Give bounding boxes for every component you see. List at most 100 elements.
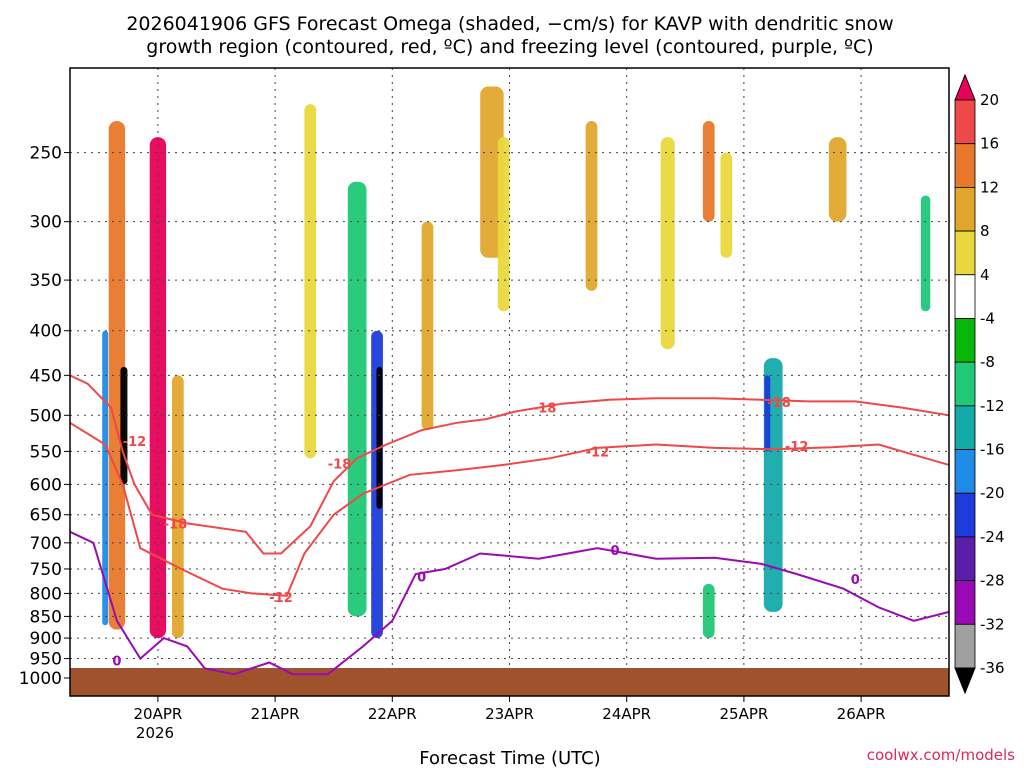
contour-line	[69, 530, 950, 676]
y-tick-label: 250	[30, 144, 62, 164]
colorbar-label: -16	[980, 441, 1005, 459]
colorbar-label: -24	[980, 528, 1005, 546]
y-tick-label: 650	[30, 506, 62, 526]
colorbar-label: -36	[980, 659, 1005, 677]
colorbar-label: 4	[980, 266, 990, 284]
contour-label: -12	[123, 435, 147, 450]
colorbar-top-arrow	[954, 73, 976, 101]
y-tick-label: 750	[30, 560, 62, 580]
y-tick-label: 700	[30, 534, 62, 554]
omega-cell	[828, 137, 847, 222]
omega-cell	[149, 137, 167, 639]
omega-cell	[702, 120, 715, 222]
colorbar-swatch	[954, 361, 976, 407]
colorbar-swatch	[954, 580, 976, 625]
contour-label: -18	[164, 517, 188, 532]
colorbar-swatch	[954, 274, 976, 319]
x-tick-label: 20APR	[133, 705, 182, 723]
y-tick-label: 550	[30, 442, 62, 462]
colorbar-label: -4	[980, 309, 995, 327]
contour-label: -12	[785, 440, 809, 455]
colorbar-swatch	[954, 449, 976, 494]
y-tick-label: 600	[30, 475, 62, 495]
contour-label: -12	[269, 591, 293, 606]
omega-shading	[102, 86, 937, 639]
omega-cell	[347, 181, 367, 617]
y-tick-label: 350	[30, 271, 62, 291]
contours: -18 -18 -18 -18 -12 -12 -12 -12 0 0 0 0	[69, 374, 950, 676]
contour-label: 0	[610, 544, 619, 559]
colorbar-swatch	[954, 318, 976, 363]
omega-cell	[585, 120, 598, 291]
colorbar-swatch	[954, 186, 976, 232]
chart-title-line2: growth region (contoured, red, ºC) and f…	[146, 36, 873, 58]
contour-label: 0	[112, 655, 121, 670]
omega-cell	[376, 366, 383, 509]
pressure-axis: 2503003504004505005506006507007508008509…	[19, 144, 70, 689]
ground-terrain	[70, 668, 949, 696]
x-tick-label: 23APR	[485, 705, 534, 723]
omega-cell	[920, 195, 931, 312]
omega-cell	[108, 120, 126, 630]
contour-label: 0	[417, 570, 426, 585]
colorbar-label: -12	[980, 397, 1005, 415]
omega-cell	[702, 583, 715, 639]
omega-cell	[171, 375, 184, 639]
omega-cell	[421, 221, 434, 431]
time-axis: 20APR 21APR 22APR 23APR 24APR 25APR 26APR	[133, 696, 886, 723]
contour-label: -18	[767, 396, 791, 411]
omega-cell	[720, 152, 733, 258]
colorbar-label: 16	[980, 135, 999, 153]
omega-cell	[660, 137, 675, 350]
colorbar-bottom-arrow	[954, 667, 976, 695]
y-tick-label: 800	[30, 584, 62, 604]
omega-cell	[497, 137, 510, 312]
colorbar-swatch	[954, 536, 976, 582]
x-tick-label: 24APR	[602, 705, 651, 723]
omega-cell	[926, 399, 937, 574]
colorbar-swatch	[954, 492, 976, 538]
contour-label: -12	[586, 445, 610, 460]
colorbar-swatch	[954, 230, 976, 276]
colorbar-label: 12	[980, 178, 999, 196]
omega-cell	[232, 301, 247, 459]
contour-label: 0	[851, 573, 860, 588]
y-tick-label: 300	[30, 213, 62, 233]
x-tick-label: 25APR	[719, 705, 768, 723]
colorbar-swatch	[954, 623, 976, 669]
colorbar: 20 16 12 8 4 -4 -8 -12 -16 -20 -24 -28 -32 -36	[954, 73, 1005, 695]
x-axis-label: Forecast Time (UTC)	[419, 748, 600, 768]
y-tick-label: 850	[30, 607, 62, 627]
chart-title-line1: 2026041906 GFS Forecast Omega (shaded, −…	[126, 13, 893, 35]
omega-cell	[764, 375, 771, 452]
colorbar-swatch	[954, 143, 976, 188]
y-tick-label: 400	[30, 322, 62, 342]
colorbar-label: 20	[980, 91, 999, 109]
colorbar-label: -32	[980, 615, 1005, 633]
contour-line	[69, 374, 950, 555]
y-tick-label: 1000	[19, 669, 62, 689]
grid-lines	[70, 68, 949, 679]
y-tick-label: 900	[30, 629, 62, 649]
x-tick-label: 22APR	[368, 705, 417, 723]
omega-cell	[120, 366, 128, 485]
omega-cell	[304, 104, 317, 459]
omega-cell	[521, 484, 533, 621]
colorbar-swatch	[954, 405, 976, 450]
y-tick-label: 500	[30, 406, 62, 426]
contour-line	[69, 421, 950, 597]
contour-label: -18	[533, 402, 557, 417]
year-label: 2026	[136, 724, 174, 742]
credit-label: coolwx.com/models	[867, 746, 1015, 764]
x-tick-label: 21APR	[251, 705, 300, 723]
contour-label: -18	[328, 458, 352, 473]
colorbar-swatch	[954, 99, 976, 145]
y-tick-label: 450	[30, 366, 62, 386]
omega-cell	[398, 120, 410, 359]
y-tick-label: 950	[30, 650, 62, 670]
colorbar-label: -8	[980, 353, 995, 371]
colorbar-label: 8	[980, 222, 990, 240]
x-tick-label: 26APR	[837, 705, 886, 723]
colorbar-label: -20	[980, 484, 1005, 502]
